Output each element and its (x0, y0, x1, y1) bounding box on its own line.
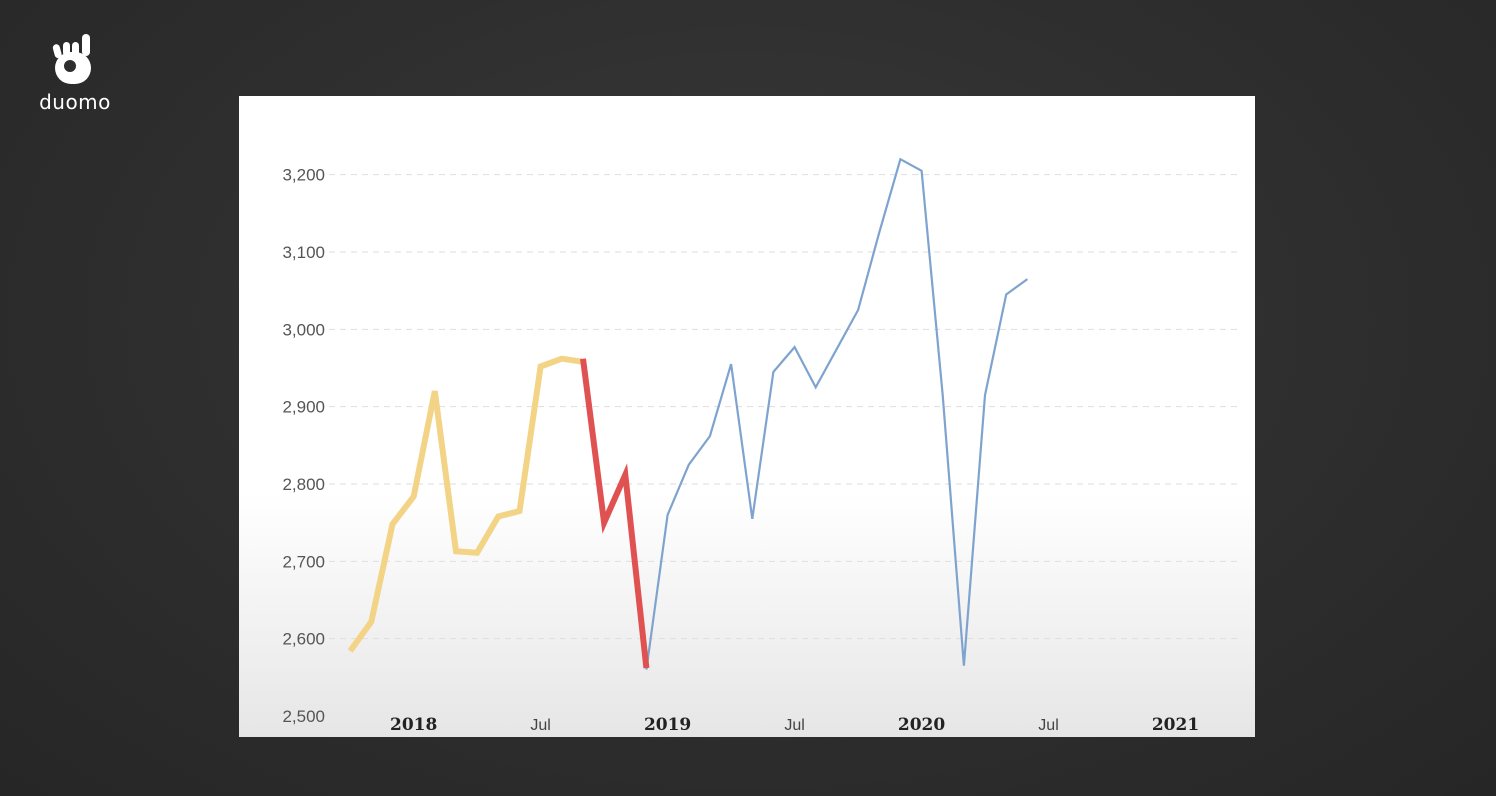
x-tick-label: 2021 (1152, 715, 1199, 735)
grid-lines (329, 174, 1239, 640)
chart-card: 2,500 2,600 2,700 2,800 2,900 3,000 3,100 3,200… (239, 96, 1255, 737)
x-tick-label: Jul (1038, 717, 1058, 734)
brand-name: duomo (39, 90, 111, 114)
y-tick-label: 3,200 (282, 166, 325, 185)
y-tick-label: 2,800 (282, 475, 325, 494)
y-tick-label: 2,700 (282, 552, 325, 571)
y-tick-label: 2,900 (282, 398, 325, 417)
x-tick-label: 2018 (390, 715, 437, 735)
x-axis: 2018 Jul 2019 Jul 2020 Jul 2021 (390, 715, 1199, 735)
x-tick-label: 2020 (898, 715, 945, 735)
series-group (347, 157, 1029, 670)
x-tick-label: Jul (784, 717, 804, 734)
y-tick-label: 2,600 (282, 630, 325, 649)
hand-pointing-up-icon (52, 34, 91, 84)
series-line (645, 157, 1029, 670)
line-chart: 2,500 2,600 2,700 2,800 2,900 3,000 3,100 3,200… (282, 157, 1239, 735)
x-tick-label: 2019 (644, 715, 691, 735)
y-axis: 2,500 2,600 2,700 2,800 2,900 3,000 3,100 3,200 (282, 166, 325, 726)
y-tick-label: 2,500 (282, 707, 325, 726)
y-tick-label: 3,000 (282, 320, 325, 339)
brand-logo: duomo (32, 32, 118, 114)
series-line (580, 358, 650, 669)
series-line (347, 355, 584, 653)
x-tick-label: Jul (530, 717, 550, 734)
y-tick-label: 3,100 (282, 243, 325, 262)
